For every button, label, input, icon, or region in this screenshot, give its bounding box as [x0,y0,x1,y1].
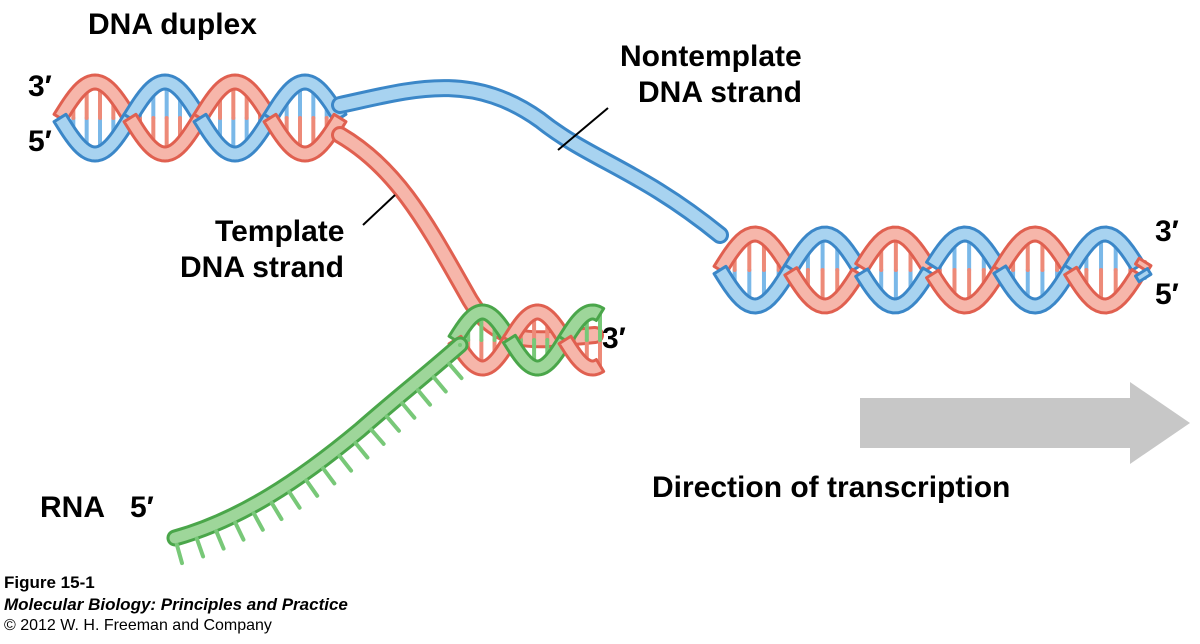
label-template-line1: Template [215,215,344,249]
end-3p-right: 3′ [1155,215,1179,249]
label-rna: RNA [40,491,105,525]
copyright: © 2012 W. H. Freeman and Company [4,617,272,635]
label-direction: Direction of transcription [652,471,1010,505]
rna-5p-end: 5′ [130,491,154,525]
label-dna-duplex: DNA duplex [88,8,257,42]
leader-template [363,195,395,225]
direction-arrow [860,382,1190,464]
transcription-diagram [0,0,1200,644]
end-5p-left: 5′ [28,125,52,159]
label-nontemplate-line2: DNA strand [638,76,802,110]
rna-3p-end: 3′ [602,322,626,356]
end-5p-right: 5′ [1155,278,1179,312]
end-3p-left: 3′ [28,70,52,104]
label-template-line2: DNA strand [180,251,344,285]
label-nontemplate-line1: Nontemplate [620,40,802,74]
figure-number: Figure 15-1 [4,573,95,593]
book-title: Molecular Biology: Principles and Practi… [4,595,348,615]
